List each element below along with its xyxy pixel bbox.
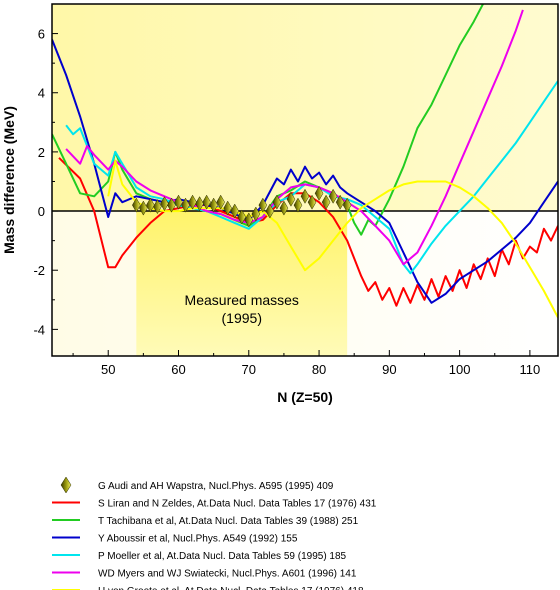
- y-tick-label: 0: [38, 204, 45, 219]
- y-axis-title: Mass difference (MeV): [1, 106, 17, 254]
- data-point: [132, 197, 141, 213]
- series-layer: [52, 4, 558, 318]
- y-axis: -4 -2 0 2 4 6: [33, 27, 58, 337]
- data-point: [307, 194, 317, 210]
- data-point: [342, 197, 352, 213]
- x-tick-label: 90: [382, 362, 396, 377]
- data-point: [244, 212, 254, 228]
- data-point: [293, 197, 303, 213]
- series-line-3: [52, 39, 558, 304]
- data-point: [202, 194, 211, 210]
- data-point: [174, 194, 183, 210]
- data-point: [167, 197, 176, 213]
- x-tick-label: 50: [101, 362, 115, 377]
- data-point: [139, 200, 148, 216]
- data-point: [314, 185, 324, 201]
- data-point: [328, 188, 338, 204]
- x-axis: 50 60 70 80 90 100 110: [72, 350, 541, 377]
- data-point: [265, 203, 275, 219]
- data-point: [230, 203, 240, 219]
- data-point: [321, 194, 331, 210]
- legend-item-1: S Liran and N Zeldes, At.Data Nucl. Data…: [52, 499, 377, 510]
- legend-item-6: H von Groote et al, At.Data Nucl. Data T…: [52, 586, 364, 590]
- legend-item-0: G Audi and AH Wapstra, Nucl.Phys. A595 (…: [60, 476, 334, 494]
- data-point: [272, 194, 282, 210]
- x-tick-label: 60: [171, 362, 185, 377]
- data-point: [237, 209, 247, 225]
- data-point: [251, 206, 261, 222]
- annotation-line-1: Measured masses: [185, 292, 299, 308]
- legend-label: T Tachibana et al, At.Data Nucl. Data Ta…: [98, 516, 359, 527]
- legend-label: P Moeller et al, At.Data Nucl. Data Tabl…: [98, 551, 347, 562]
- x-tick-label: 100: [449, 362, 471, 377]
- data-point: [188, 194, 197, 210]
- legend-item-3: Y Aboussir et al, Nucl.Phys. A549 (1992)…: [52, 534, 298, 545]
- data-point: [279, 200, 289, 216]
- data-point: [160, 196, 169, 212]
- x-tick-label: 110: [520, 362, 541, 377]
- data-point: [195, 196, 204, 212]
- data-point: [223, 200, 232, 216]
- y-tick-label: 2: [38, 145, 45, 160]
- annotation-line-2: (1995): [222, 310, 262, 326]
- x-axis-title: N (Z=50): [277, 389, 333, 405]
- legend-marker: [60, 476, 72, 494]
- y-tick-label: -4: [33, 322, 45, 337]
- legend-label: Y Aboussir et al, Nucl.Phys. A549 (1992)…: [98, 534, 298, 545]
- measured-region-fill: [136, 211, 348, 356]
- legend: G Audi and AH Wapstra, Nucl.Phys. A595 (…: [52, 476, 377, 590]
- data-point: [300, 188, 310, 204]
- data-point: [153, 199, 162, 215]
- y-tick-label: 6: [38, 27, 45, 42]
- measured-masses-region: [136, 211, 348, 356]
- legend-item-2: T Tachibana et al, At.Data Nucl. Data Ta…: [52, 516, 359, 527]
- legend-label: WD Myers and WJ Swiatecki, Nucl.Phys. A6…: [98, 569, 357, 580]
- data-point: [146, 197, 155, 213]
- data-point: [286, 191, 296, 207]
- legend-item-4: P Moeller et al, At.Data Nucl. Data Tabl…: [52, 551, 347, 562]
- y-tick-label: 4: [38, 86, 45, 101]
- plot-frame: [51, 3, 559, 357]
- legend-label: H von Groote et al, At.Data Nucl. Data T…: [98, 586, 364, 590]
- series-line-2: [52, 4, 485, 236]
- legend-label: G Audi and AH Wapstra, Nucl.Phys. A595 (…: [98, 481, 334, 492]
- data-point: [216, 194, 225, 210]
- x-tick-label: 70: [242, 362, 256, 377]
- series-line-5: [65, 9, 524, 266]
- data-point: [258, 197, 268, 213]
- data-point: [181, 197, 190, 213]
- data-point: [209, 197, 218, 213]
- legend-label: S Liran and N Zeldes, At.Data Nucl. Data…: [98, 499, 377, 510]
- y-tick-label: -2: [33, 263, 45, 278]
- x-tick-label: 80: [312, 362, 326, 377]
- legend-item-5: WD Myers and WJ Swiatecki, Nucl.Phys. A6…: [52, 569, 357, 580]
- data-point: [335, 194, 345, 210]
